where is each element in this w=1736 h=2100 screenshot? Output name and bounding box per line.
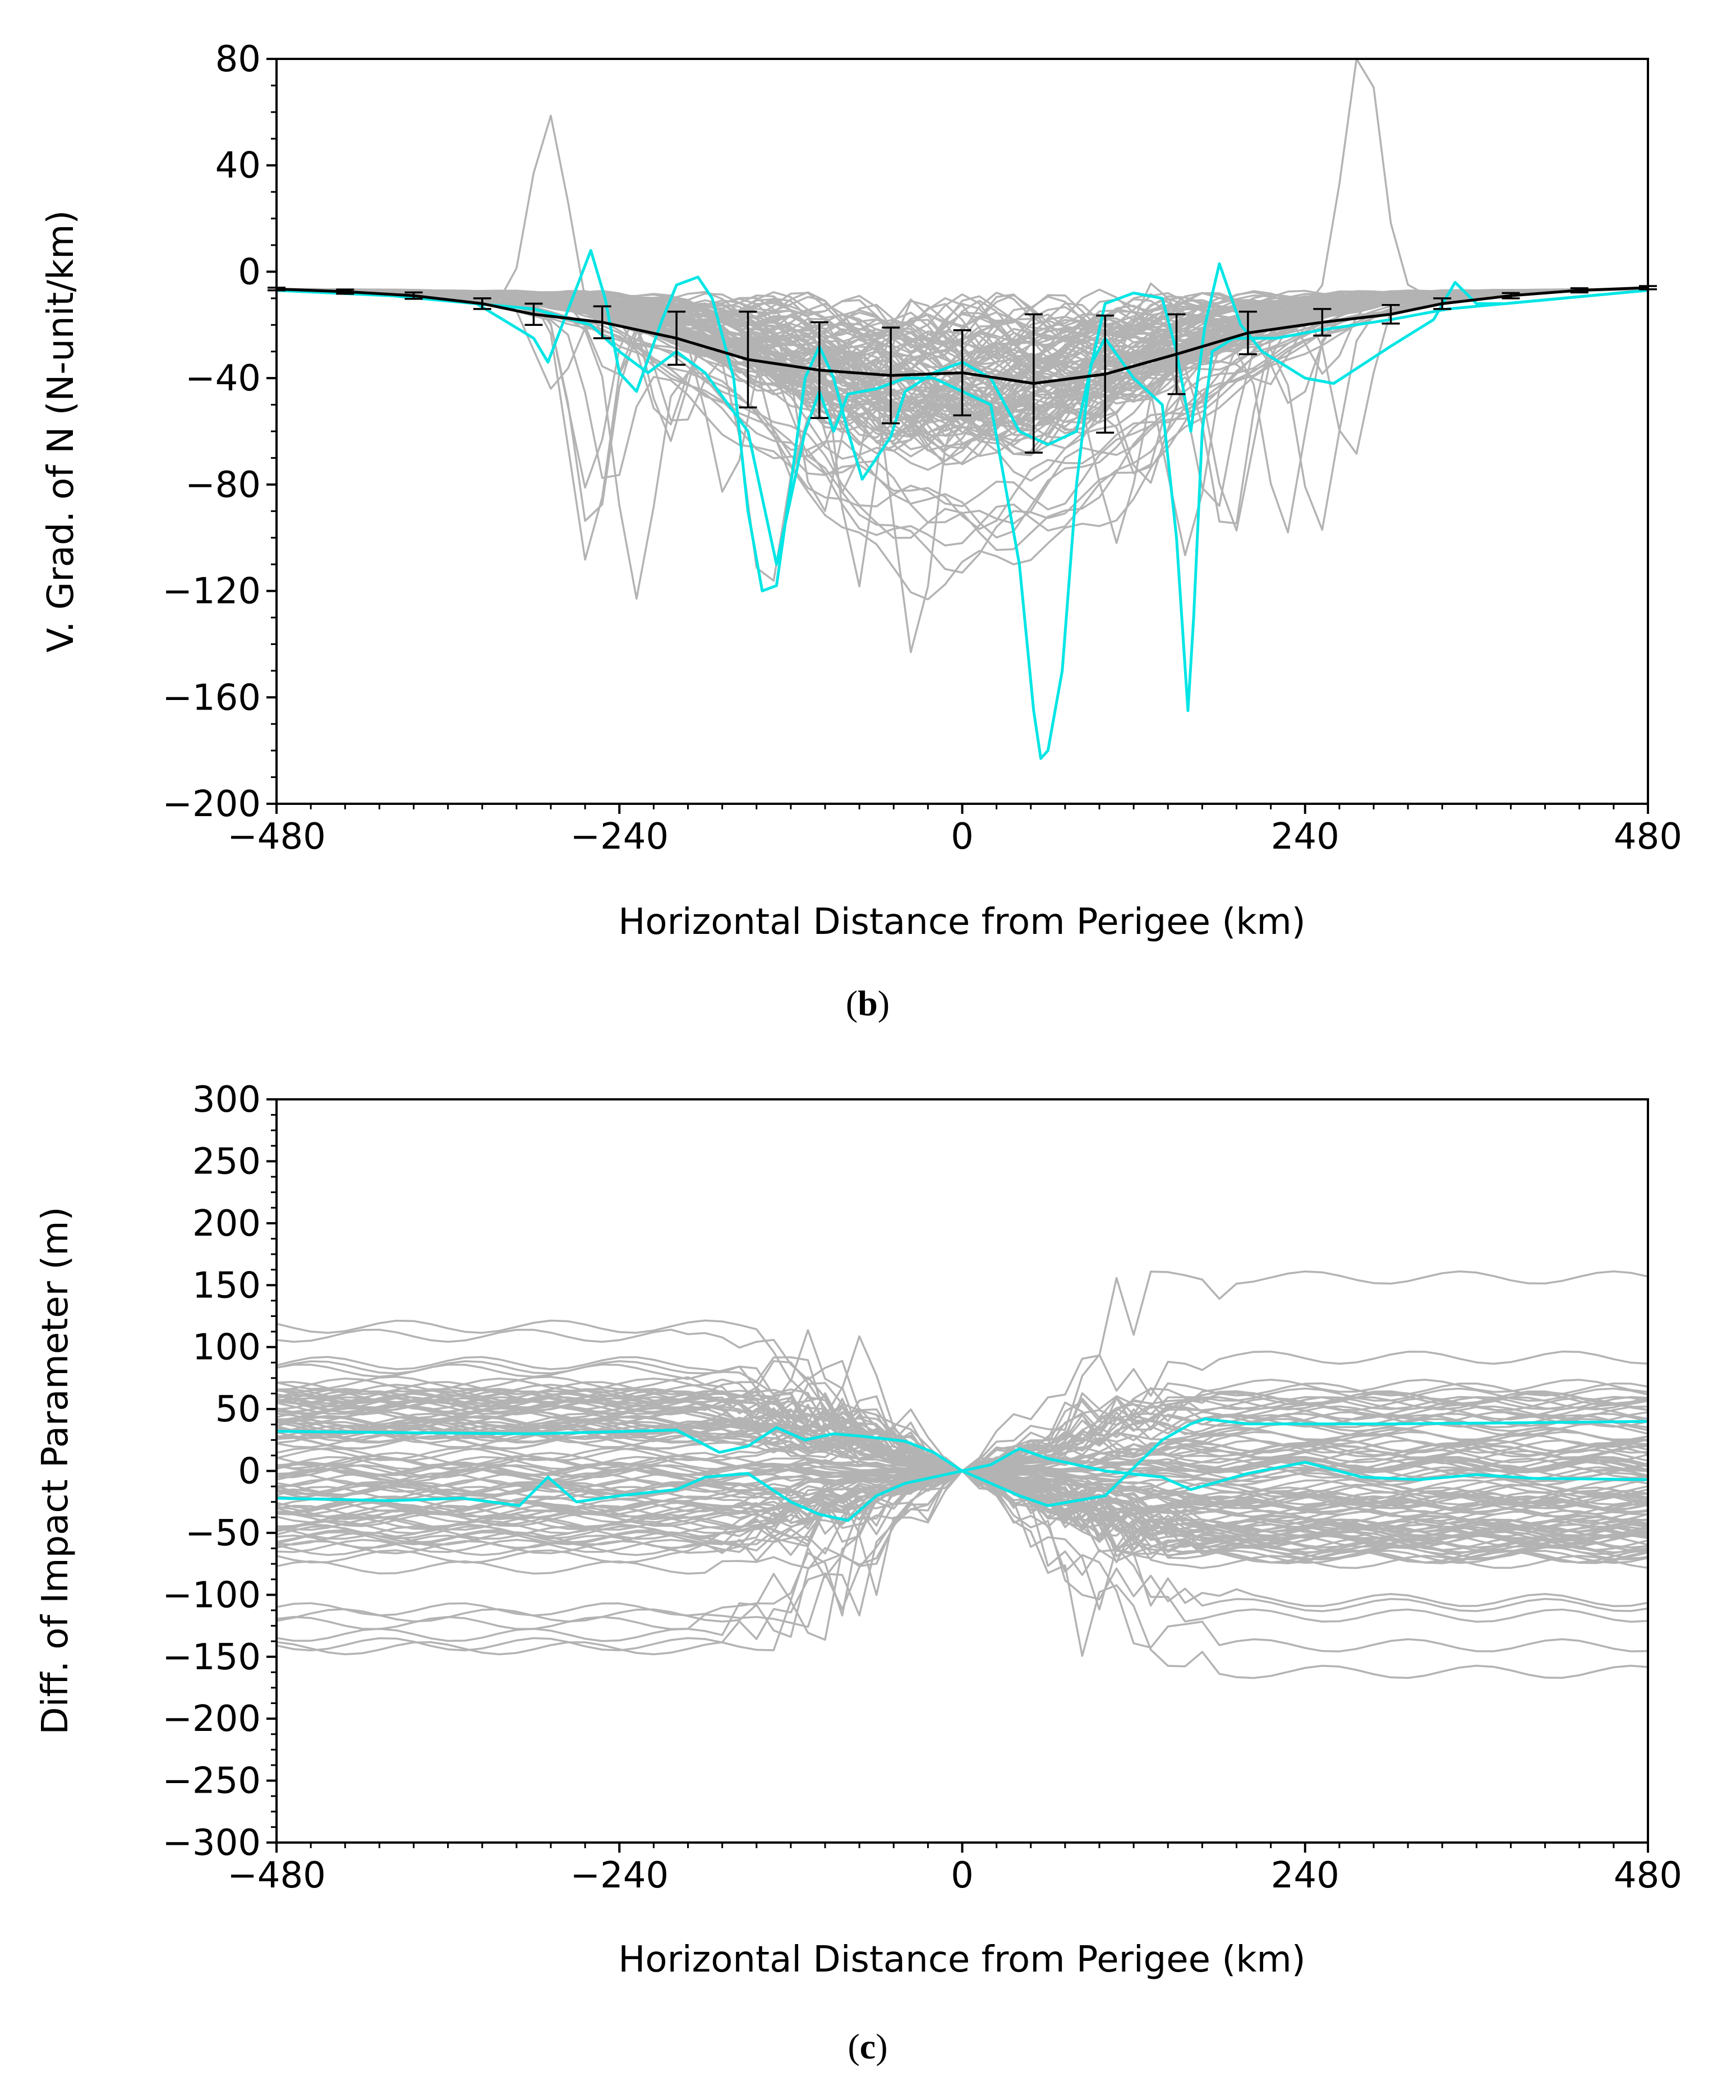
panel-b-x-axis-label: Horizontal Distance from Perigee (km) [618,901,1305,943]
ensemble-line [276,288,1648,532]
y-tick-label: −300 [162,1822,261,1864]
x-tick-label: 0 [951,1855,974,1896]
x-tick-label: 240 [1271,816,1339,858]
y-tick-label: 250 [192,1141,261,1182]
y-tick-label: −120 [162,571,261,612]
y-tick-label: −160 [162,677,261,719]
y-tick-label: 0 [238,1451,261,1493]
panel-c-highlight-lines [276,1417,1648,1522]
y-tick-label: −40 [185,358,261,399]
y-tick-label: 0 [238,251,261,293]
x-tick-label: 480 [1614,1855,1682,1896]
panel-c-label-letter: c [860,2027,876,2066]
y-tick-label: 40 [215,145,261,187]
panel-b-y-ticks: 80 40 0 −40 −80 −120 −160 −200 [162,39,277,825]
y-tick-label: 100 [192,1327,261,1369]
panel-b-axes-frame [275,58,1649,805]
y-tick-label: 50 [215,1389,261,1430]
y-tick-label: 200 [192,1203,261,1245]
y-tick-label: 80 [215,39,261,80]
y-tick-label: −200 [162,784,261,825]
y-tick-label: −80 [185,464,261,506]
panel-c-axes-frame [275,1098,1649,1844]
x-tick-label: −240 [570,1855,669,1896]
highlight-series-highlight-lower [276,1447,1648,1522]
panel-c-x-ticks: −480 −240 0 240 480 [227,1843,1682,1896]
panel-c-label: (c) [848,2027,887,2066]
x-tick-label: 240 [1271,1855,1339,1896]
panel-b-label-letter: b [858,983,878,1023]
panel-b-mean-line [268,285,1657,454]
x-tick-label: −240 [570,816,669,858]
y-tick-label: −50 [185,1513,261,1554]
y-tick-label: 300 [192,1079,261,1121]
y-tick-label: −100 [162,1574,261,1616]
highlight-series-highlight-upper [276,1417,1648,1507]
y-tick-label: −250 [162,1761,261,1802]
highlight-series-highlight-2 [276,289,1648,760]
panel-c-x-axis-label: Horizontal Distance from Perigee (km) [618,1939,1305,1981]
panel-c-chart: 300 250 200 150 100 50 0 −50 −100 −150 −200 −250 −30… [35,1079,1682,2066]
ensemble-line [276,114,1648,551]
panel-b-x-ticks: −480 −240 0 240 480 [227,804,1682,858]
x-tick-label: 0 [951,816,974,858]
y-tick-label: 150 [192,1265,261,1306]
panel-c-y-ticks: 300 250 200 150 100 50 0 −50 −100 −150 −200 −250 −30… [162,1079,277,1864]
panel-b-highlight-lines [276,248,1648,760]
panel-b-y-axis-label: V. Grad. of N (N-unit/km) [40,210,82,653]
x-tick-label: −480 [227,1855,326,1896]
panel-b-label: (b) [846,983,890,1023]
panel-c-y-axis-label: Diff. of Impact Parameter (m) [35,1206,76,1734]
x-tick-label: 480 [1614,816,1682,858]
x-tick-label: −480 [227,816,326,858]
y-tick-label: −200 [162,1698,261,1740]
highlight-series-highlight-1 [276,248,1648,593]
y-tick-label: −150 [162,1637,261,1678]
